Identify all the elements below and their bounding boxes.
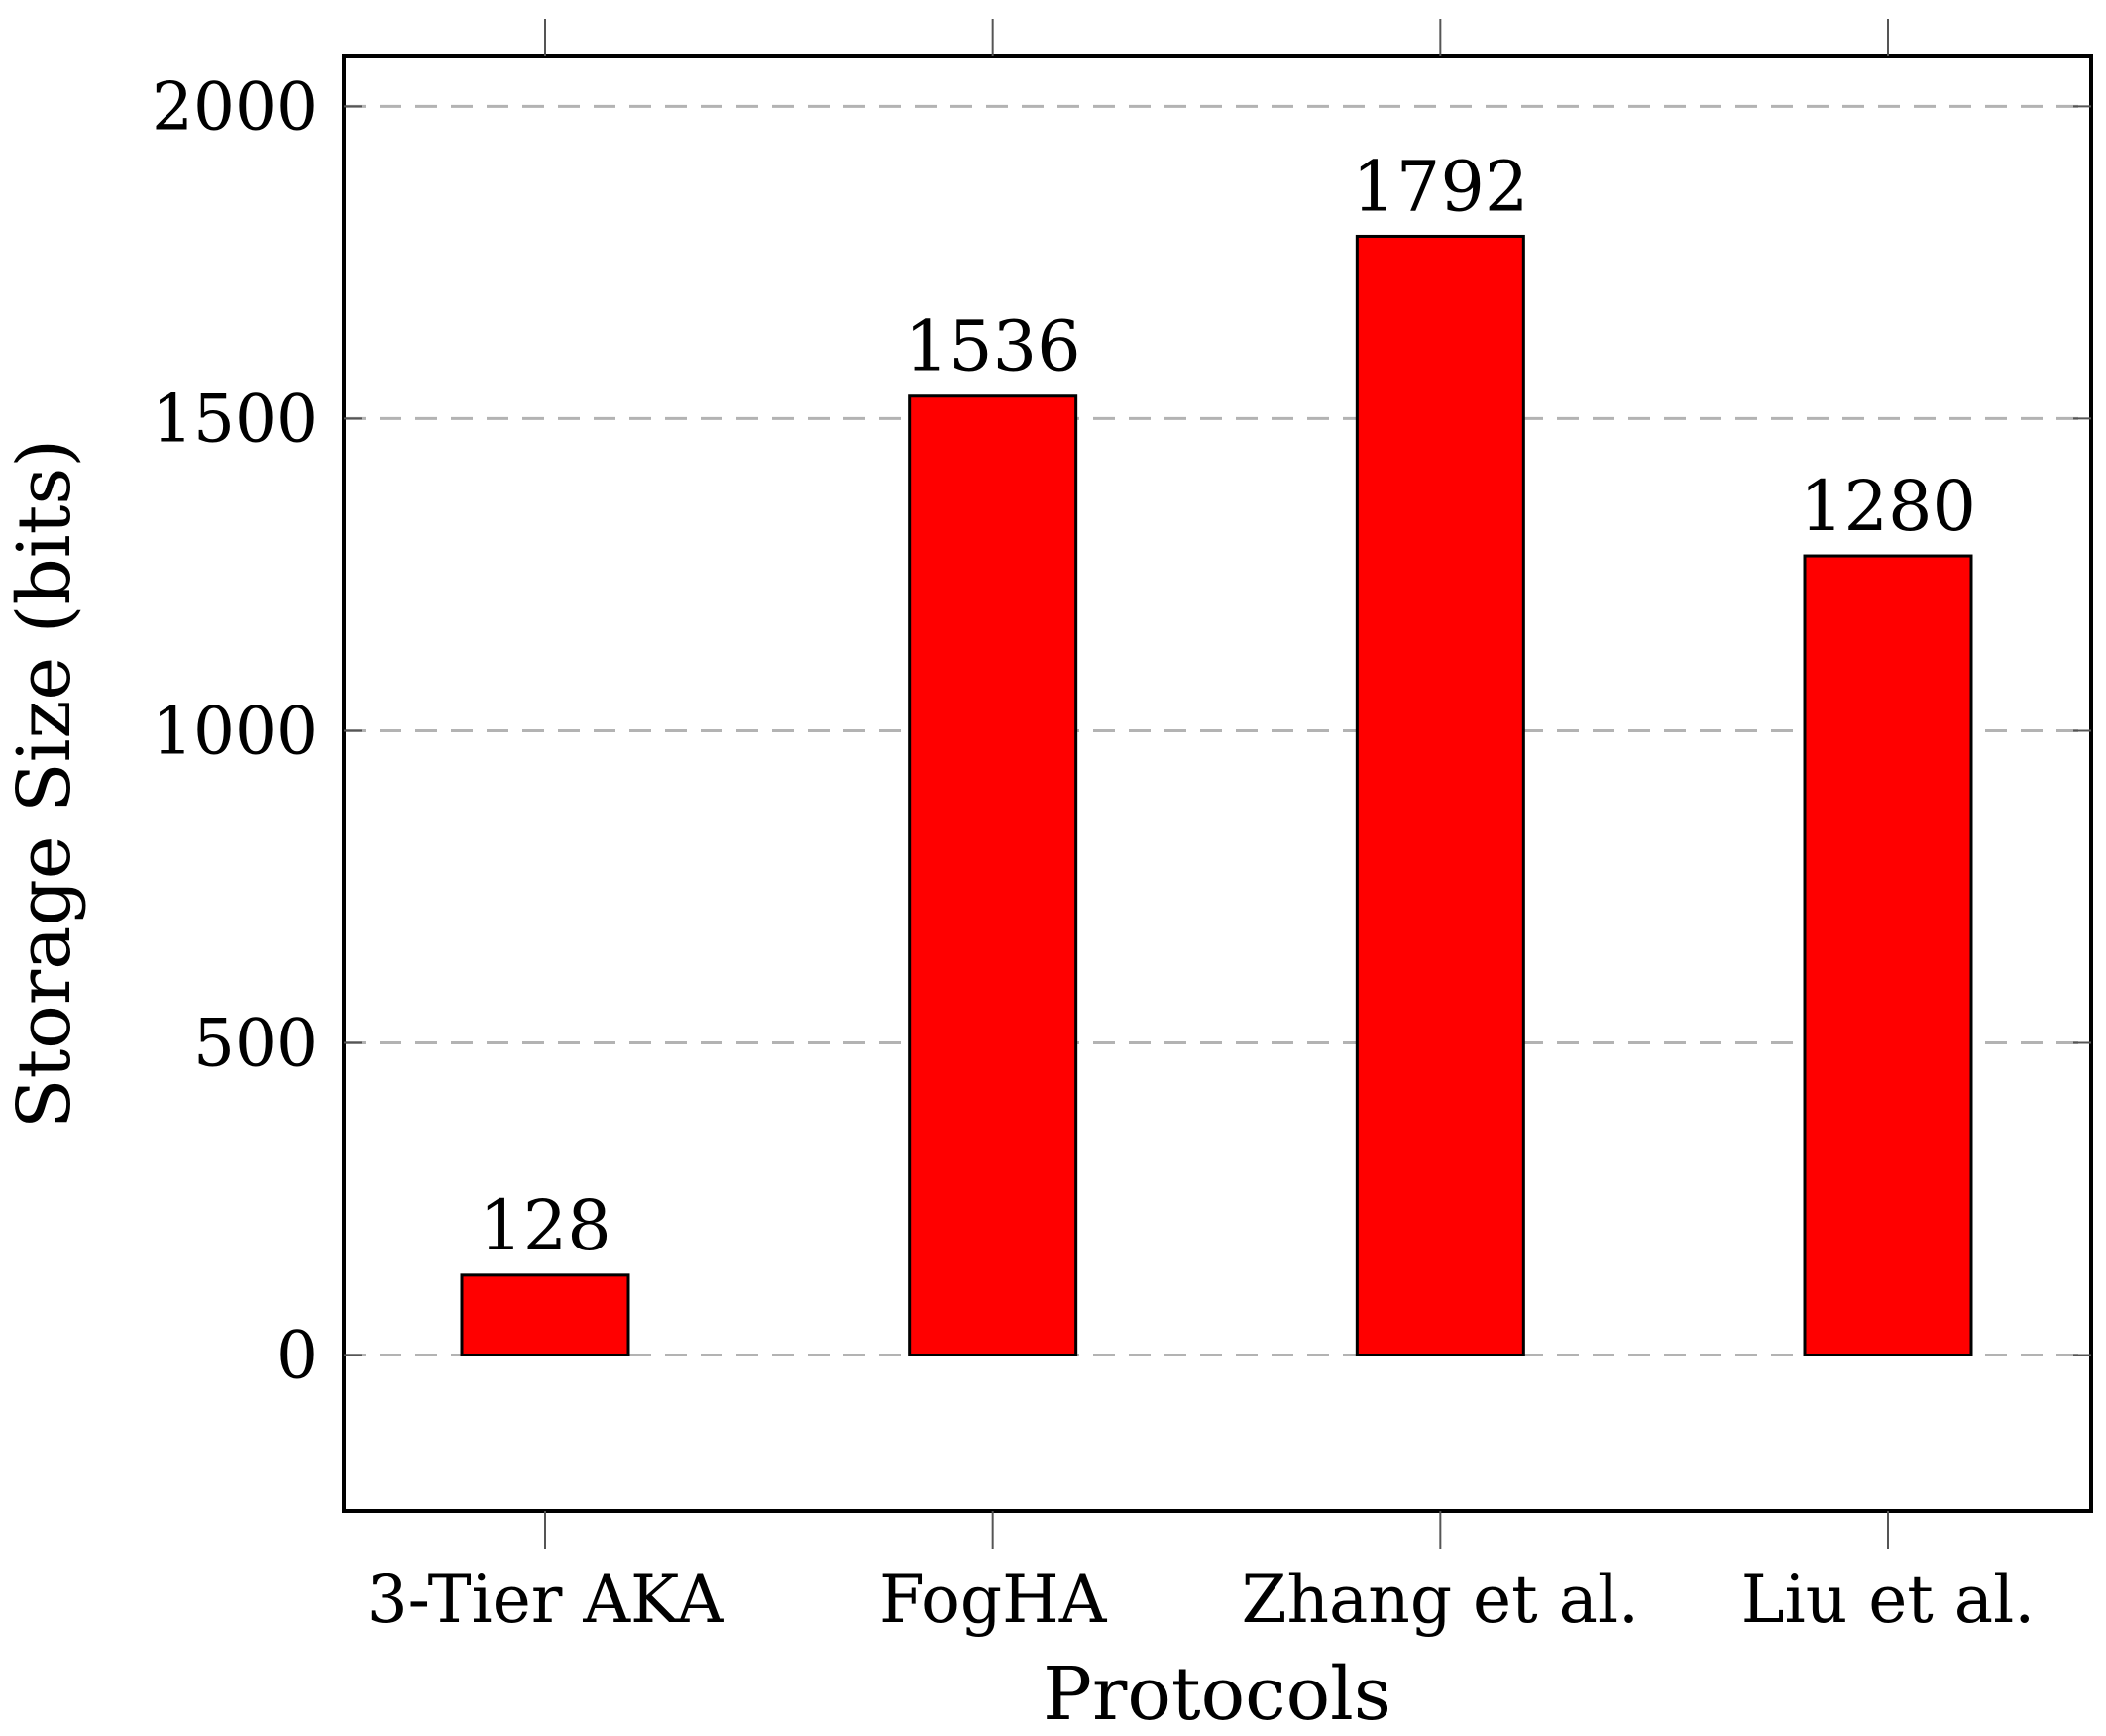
data-label-1: 1536 [905,306,1081,387]
y-tick-label-2000: 2000 [152,68,318,145]
axis-ticks [344,19,2091,1549]
data-labels: 128 1536 1792 1280 [479,146,1976,1265]
x-tick-label-3: Liu et al. [1741,1562,2035,1638]
x-tick-label-0: 3-Tier AKA [367,1562,725,1638]
bar-3 [1803,554,1973,1356]
x-axis-tick-labels: 3-Tier AKA FogHA Zhang et al. Liu et al. [367,1562,2036,1638]
data-label-0: 128 [479,1185,611,1266]
data-label-3: 1280 [1800,466,1976,547]
gridlines [344,104,2091,1356]
x-tick-label-1: FogHA [879,1562,1108,1638]
data-label-2: 1792 [1352,146,1528,227]
y-axis-label: Storage Size (bits) [2,439,87,1129]
bar-2 [1355,234,1525,1356]
y-axis-tick-labels: 0 500 1000 1500 2000 [152,68,318,1393]
x-axis-label: Protocols [1043,1652,1391,1736]
bars [460,234,1973,1356]
y-tick-label-1500: 1500 [152,380,318,457]
x-tick-label-2: Zhang et al. [1242,1562,1639,1638]
y-tick-label-1000: 1000 [152,693,318,769]
y-tick-label-0: 0 [277,1317,318,1393]
bar-1 [908,394,1078,1356]
plot-frame [342,54,2093,1513]
bar-0 [460,1273,630,1356]
y-tick-label-500: 500 [193,1005,318,1081]
